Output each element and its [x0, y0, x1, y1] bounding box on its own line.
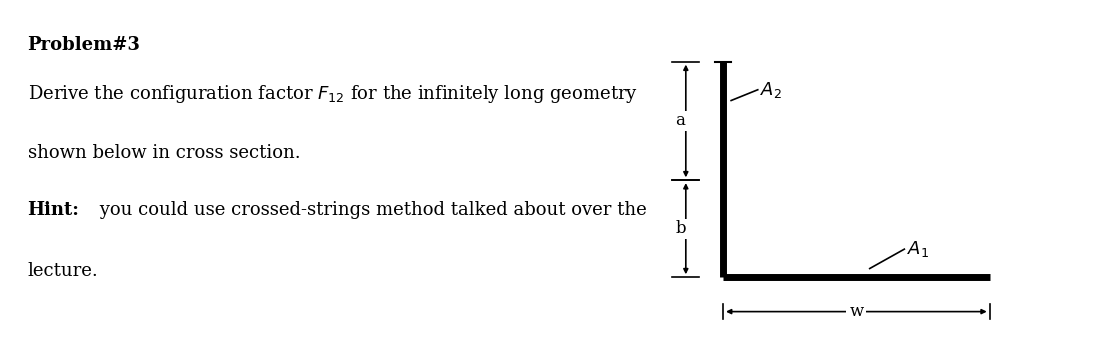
Text: shown below in cross section.: shown below in cross section. [28, 144, 301, 162]
Text: you could use crossed-strings method talked about over the: you could use crossed-strings method tal… [94, 201, 646, 219]
Text: Hint:: Hint: [28, 201, 80, 219]
Text: lecture.: lecture. [28, 262, 98, 280]
Text: a: a [675, 112, 685, 130]
Text: $A_1$: $A_1$ [907, 239, 929, 259]
Text: Derive the configuration factor $F_{12}$ for the infinitely long geometry: Derive the configuration factor $F_{12}$… [28, 83, 638, 104]
Text: b: b [675, 220, 686, 237]
Text: w: w [850, 303, 863, 320]
Text: $A_2$: $A_2$ [760, 80, 782, 100]
Text: Problem#3: Problem#3 [28, 36, 140, 54]
